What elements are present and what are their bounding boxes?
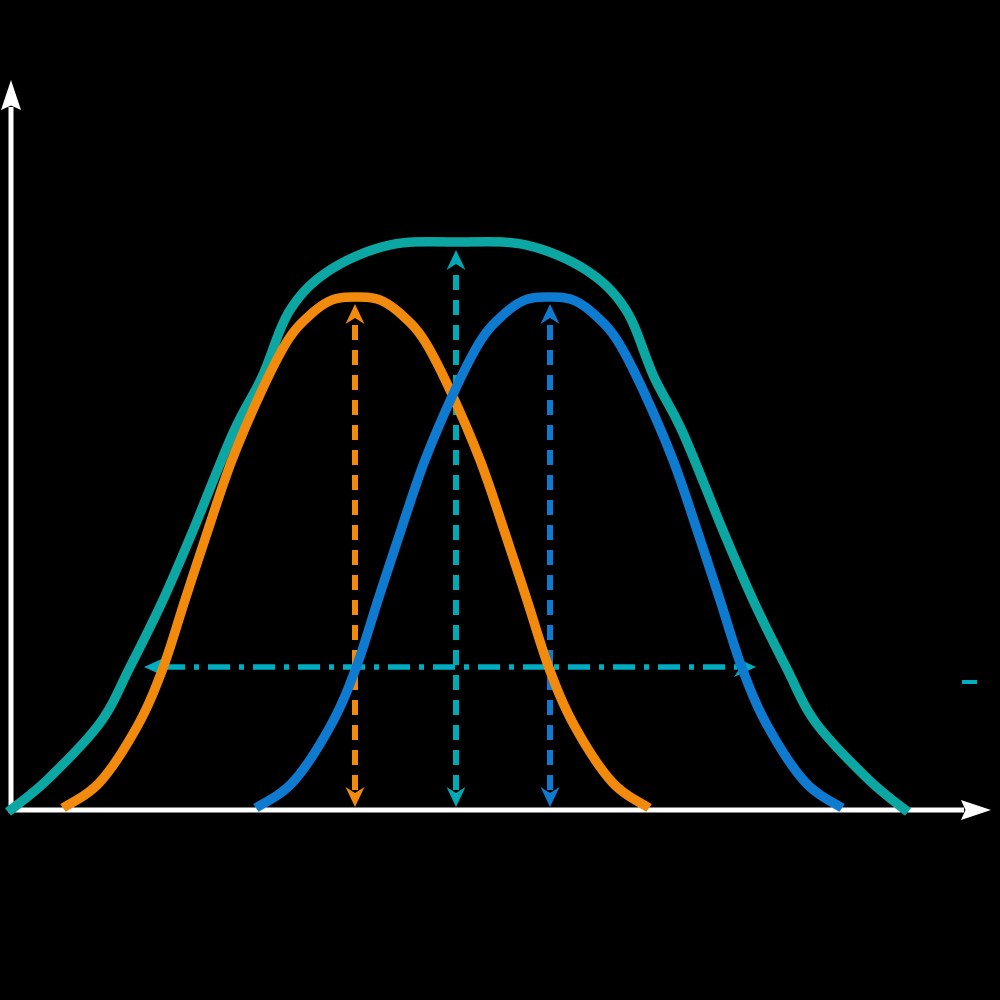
center-peak-height-arrow-arrowhead bbox=[446, 787, 466, 807]
stray-dash bbox=[962, 680, 977, 684]
right-peak-height-arrow-arrowhead bbox=[540, 787, 560, 807]
center-peak-height-arrow-arrowhead bbox=[446, 250, 466, 270]
x-axis-arrowhead bbox=[961, 800, 991, 820]
left-narrow-distribution-curve bbox=[60, 292, 652, 813]
right-narrow-distribution-curve bbox=[253, 292, 845, 813]
y-axis-arrowhead bbox=[1, 80, 21, 110]
left-peak-height-arrow-arrowhead bbox=[345, 304, 365, 324]
right-peak-height-arrow-arrowhead bbox=[540, 304, 560, 324]
wide-center-distribution-curve bbox=[4, 236, 912, 816]
left-peak-height-arrow-arrowhead bbox=[345, 787, 365, 807]
